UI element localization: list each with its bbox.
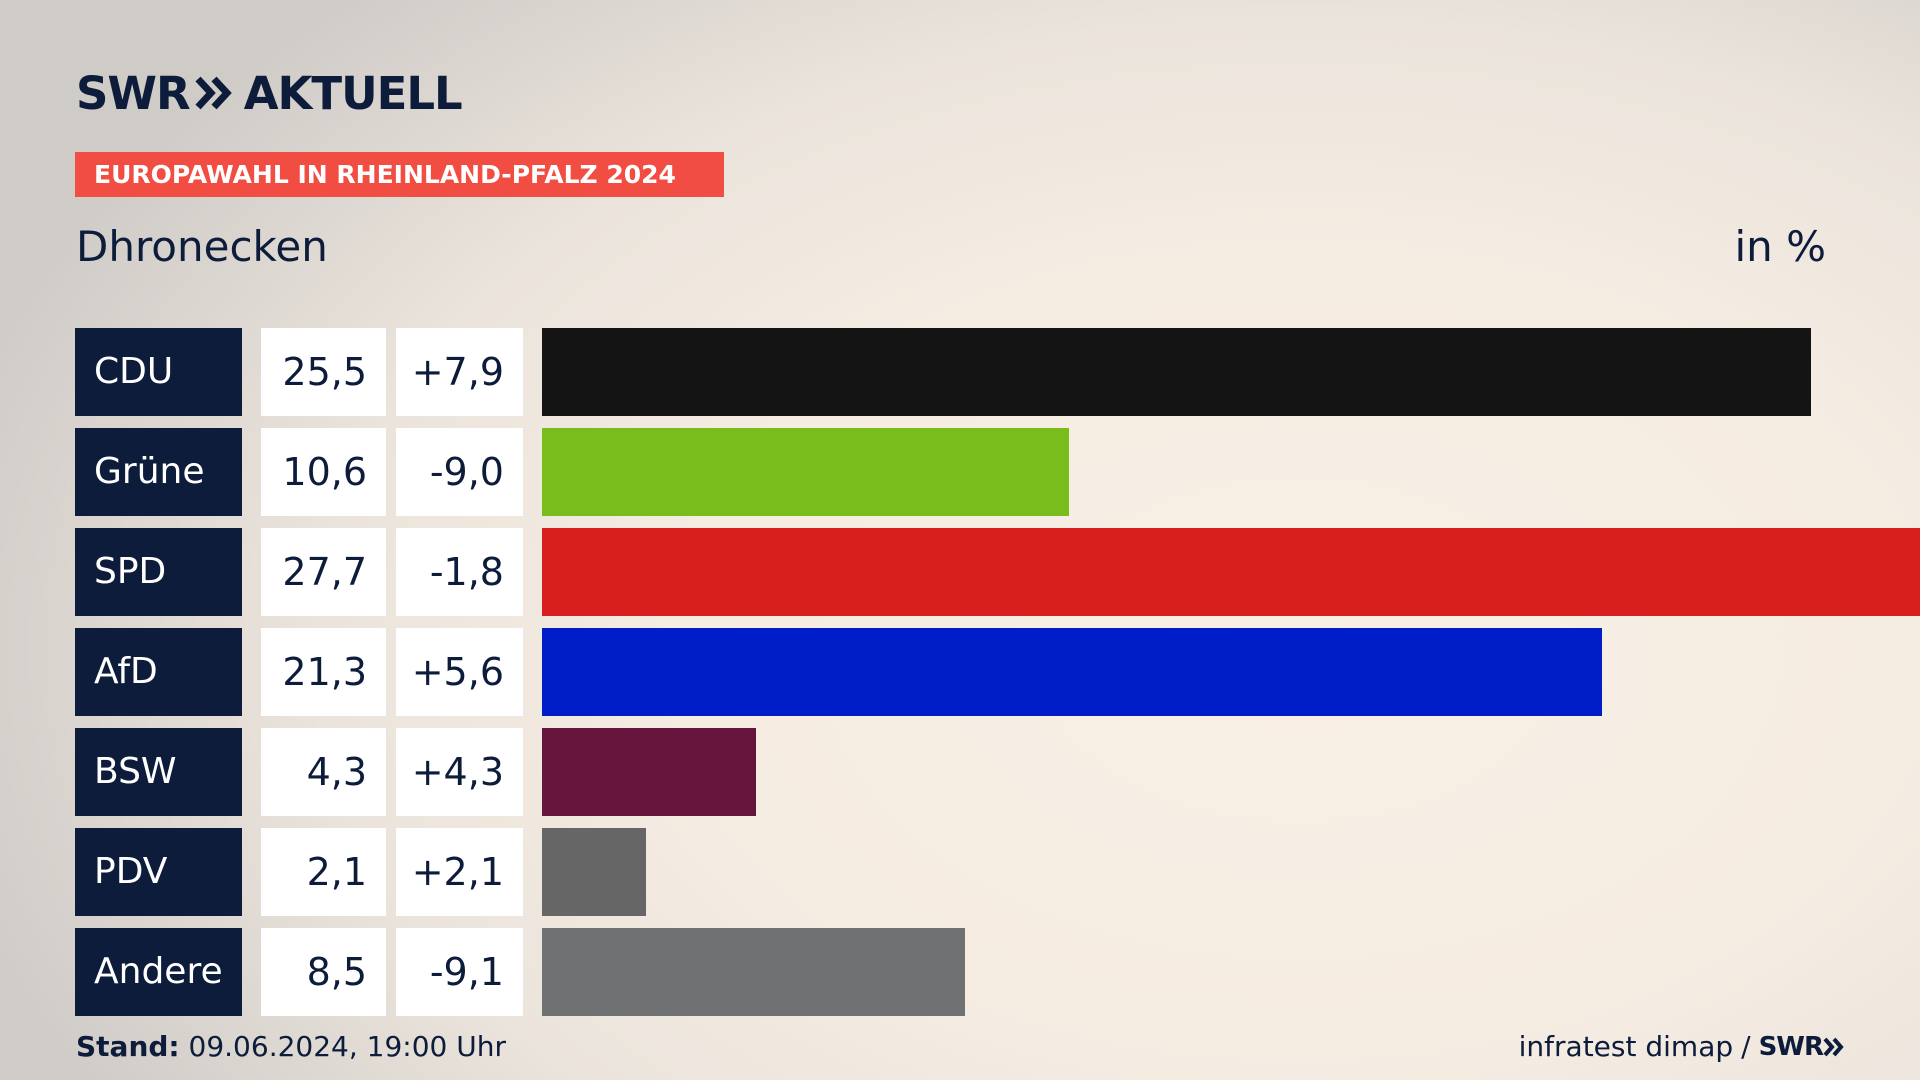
value-label: 25,5 [261, 328, 386, 416]
category-label: SPD [75, 528, 242, 616]
logo-swr-text: SWR [76, 66, 191, 120]
swr-small-text: SWR [1758, 1031, 1824, 1062]
value-label: 4,3 [261, 728, 386, 816]
bar [542, 728, 756, 816]
category-label: BSW [75, 728, 242, 816]
bar [542, 828, 646, 916]
source-separator: / [1741, 1030, 1751, 1063]
category-label: AfD [75, 628, 242, 716]
region-title: Dhronecken [76, 222, 328, 271]
change-label: +5,6 [396, 628, 523, 716]
bar [542, 328, 1811, 416]
category-label: CDU [75, 328, 242, 416]
category-label: Andere [75, 928, 242, 1016]
bar [542, 628, 1602, 716]
bar [542, 428, 1069, 516]
change-label: +7,9 [396, 328, 523, 416]
category-label: PDV [75, 828, 242, 916]
timestamp: Stand: 09.06.2024, 19:00 Uhr [76, 1030, 506, 1063]
bar [542, 528, 1920, 616]
change-label: -9,0 [396, 428, 523, 516]
change-label: -1,8 [396, 528, 523, 616]
logo-aktuell-text: AKTUELL [243, 66, 463, 120]
value-label: 27,7 [261, 528, 386, 616]
stand-label: Stand: [76, 1030, 180, 1063]
source-name: infratest dimap [1518, 1030, 1734, 1063]
swr-small-logo: SWR [1759, 1032, 1845, 1062]
stand-value: 09.06.2024, 19:00 Uhr [188, 1030, 506, 1063]
value-label: 2,1 [261, 828, 386, 916]
double-chevron-small-icon [1823, 1037, 1844, 1056]
election-banner: EUROPAWAHL IN RHEINLAND-PFALZ 2024 [75, 152, 724, 197]
value-label: 10,6 [261, 428, 386, 516]
unit-label: in % [1734, 222, 1826, 271]
bar [542, 928, 965, 1016]
value-label: 21,3 [261, 628, 386, 716]
change-label: -9,1 [396, 928, 523, 1016]
category-label: Grüne [75, 428, 242, 516]
change-label: +2,1 [396, 828, 523, 916]
change-label: +4,3 [396, 728, 523, 816]
swr-aktuell-logo: SWR AKTUELL [76, 66, 463, 120]
double-chevron-icon [194, 76, 234, 110]
value-label: 8,5 [261, 928, 386, 1016]
source-credit: infratest dimap / SWR [1519, 1030, 1845, 1063]
